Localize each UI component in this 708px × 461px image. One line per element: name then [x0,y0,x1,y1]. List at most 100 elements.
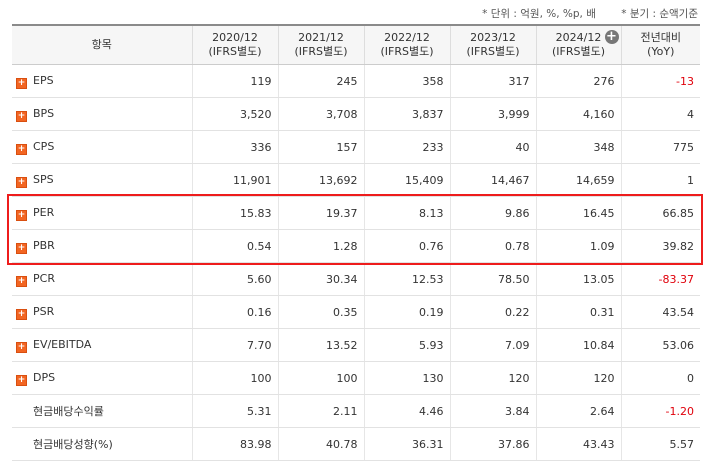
data-row: + BPS 3,520 3,708 3,837 3,999 4,160 4 [12,97,700,131]
value-cell: 0.16 [191,295,278,329]
expand-button[interactable]: + [16,209,27,221]
value-cell: 0 [620,361,700,395]
row-label-cell: + SPS [12,163,192,197]
value-cell: 14,467 [449,163,536,197]
value-cell: 9.86 [449,196,536,230]
data-row: + PSR 0.16 0.35 0.19 0.22 0.31 43.54 [12,295,700,329]
notes: * 단위 : 억원, %, %p, 배 * 분기 : 순액기준 [460,6,698,21]
expand-button[interactable]: + [16,110,27,122]
row-label-cell: 현금배당성향(%) [12,427,192,461]
value-cell: 120 [449,361,536,395]
row-label: SPS [33,172,54,186]
value-cell: 5.93 [363,328,450,362]
value-cell: -1.20 [620,394,700,428]
value-cell: 120 [535,361,621,395]
value-cell: 11,901 [191,163,278,197]
quarter-note: * 분기 : 순액기준 [621,8,698,20]
value-cell: 13.05 [535,262,621,296]
row-label: 현금배당성향(%) [33,438,113,451]
row-label: EV/EBITDA [33,337,92,351]
value-cell: 0.19 [363,295,450,329]
basis: (YoY) [647,45,675,58]
value-cell: 39.82 [620,229,700,263]
expand-button[interactable]: + [16,275,27,287]
row-label: BPS [33,106,55,120]
data-row: 현금배당성향(%) 83.98 40.78 36.31 37.86 43.43 5.57 [12,427,700,461]
value-cell: 119 [191,64,278,98]
row-label-cell: + CPS [12,130,192,164]
value-cell: 0.22 [449,295,536,329]
value-cell: 130 [363,361,450,395]
data-row: + SPS 11,901 13,692 15,409 14,467 14,659 1 [12,163,700,197]
value-cell: 100 [191,361,278,395]
value-cell: 78.50 [449,262,536,296]
row-label-cell: 현금배당수익률 [12,394,192,428]
value-cell: 3,837 [363,97,450,131]
value-cell: 43.43 [535,427,621,461]
value-cell: 3,520 [191,97,278,131]
expand-button[interactable]: + [16,308,27,320]
value-cell: 12.53 [363,262,450,296]
value-cell: 83.98 [191,427,278,461]
expand-button[interactable]: + [16,143,27,155]
period-header: 2022/12 (IFRS별도) [363,24,450,65]
value-cell: 3,708 [277,97,364,131]
value-cell: 157 [277,130,364,164]
expand-button[interactable]: + [16,374,27,386]
period: 2021/12 [298,31,344,44]
value-cell: 16.45 [535,196,621,230]
basis: (IFRS별도) [466,45,520,58]
expand-button[interactable]: + [16,77,27,89]
value-cell: 317 [449,64,536,98]
add-period-button[interactable]: + [604,29,619,44]
row-label-cell: + EPS [12,64,192,98]
expand-button[interactable]: + [16,242,27,254]
expand-button[interactable]: + [16,176,27,188]
value-cell: 3.84 [449,394,536,428]
value-cell: 37.86 [449,427,536,461]
value-cell: 4.46 [363,394,450,428]
row-label-cell: + PCR [12,262,192,296]
value-cell: 1 [620,163,700,197]
value-cell: 245 [277,64,364,98]
data-row: 현금배당수익률 5.31 2.11 4.46 3.84 2.64 -1.20 [12,394,700,428]
basis: (IFRS별도) [294,45,348,58]
period: 2023/12 [470,31,516,44]
value-cell: 5.60 [191,262,278,296]
row-label: DPS [33,370,56,384]
value-cell: 7.09 [449,328,536,362]
unit-note: * 단위 : 억원, %, %p, 배 [482,8,596,20]
period-header: 2021/12 (IFRS별도) [277,24,364,65]
value-cell: 276 [535,64,621,98]
period-header: 2020/12 (IFRS별도) [191,24,278,65]
expand-button[interactable]: + [16,341,27,353]
value-cell: 40.78 [277,427,364,461]
basis: (IFRS별도) [208,45,262,58]
value-cell: 2.11 [277,394,364,428]
data-row: + EPS 119 245 358 317 276 -13 [12,64,700,98]
period: 2020/12 [212,31,258,44]
value-cell: 1.09 [535,229,621,263]
value-cell: 13,692 [277,163,364,197]
data-row: + CPS 336 157 233 40 348 775 [12,130,700,164]
value-cell: 7.70 [191,328,278,362]
value-cell: 1.28 [277,229,364,263]
value-cell: 4 [620,97,700,131]
period: 전년대비 [640,31,681,44]
data-row: + PER 15.83 19.37 8.13 9.86 16.45 66.85 [12,196,700,230]
value-cell: 0.35 [277,295,364,329]
value-cell: 19.37 [277,196,364,230]
value-cell: 100 [277,361,364,395]
row-label-cell: + PBR [12,229,192,263]
value-cell: 0.31 [535,295,621,329]
value-cell: 14,659 [535,163,621,197]
value-cell: 2.64 [535,394,621,428]
value-cell: 15,409 [363,163,450,197]
page: * 단위 : 억원, %, %p, 배 * 분기 : 순액기준 항목 2020/… [7,6,703,461]
row-label-cell: + PSR [12,295,192,329]
value-cell: 348 [535,130,621,164]
row-label: CPS [33,139,55,153]
value-cell: 336 [191,130,278,164]
value-cell: 3,999 [449,97,536,131]
value-cell: -83.37 [620,262,700,296]
